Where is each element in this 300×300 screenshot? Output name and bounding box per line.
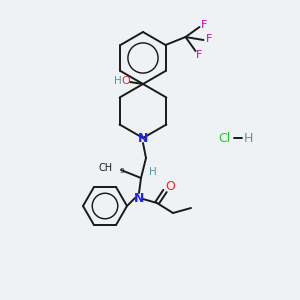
Text: H: H	[243, 131, 253, 145]
Text: Cl: Cl	[218, 131, 230, 145]
Text: H: H	[149, 167, 157, 177]
Text: O: O	[165, 181, 175, 194]
Text: F: F	[196, 50, 203, 60]
Text: O: O	[122, 76, 130, 86]
Text: N: N	[134, 191, 144, 205]
Text: H: H	[114, 76, 122, 86]
Text: CH: CH	[99, 163, 113, 173]
Text: N: N	[138, 131, 148, 145]
Text: 3: 3	[119, 168, 124, 174]
Text: F: F	[206, 34, 213, 44]
Text: F: F	[201, 20, 208, 30]
